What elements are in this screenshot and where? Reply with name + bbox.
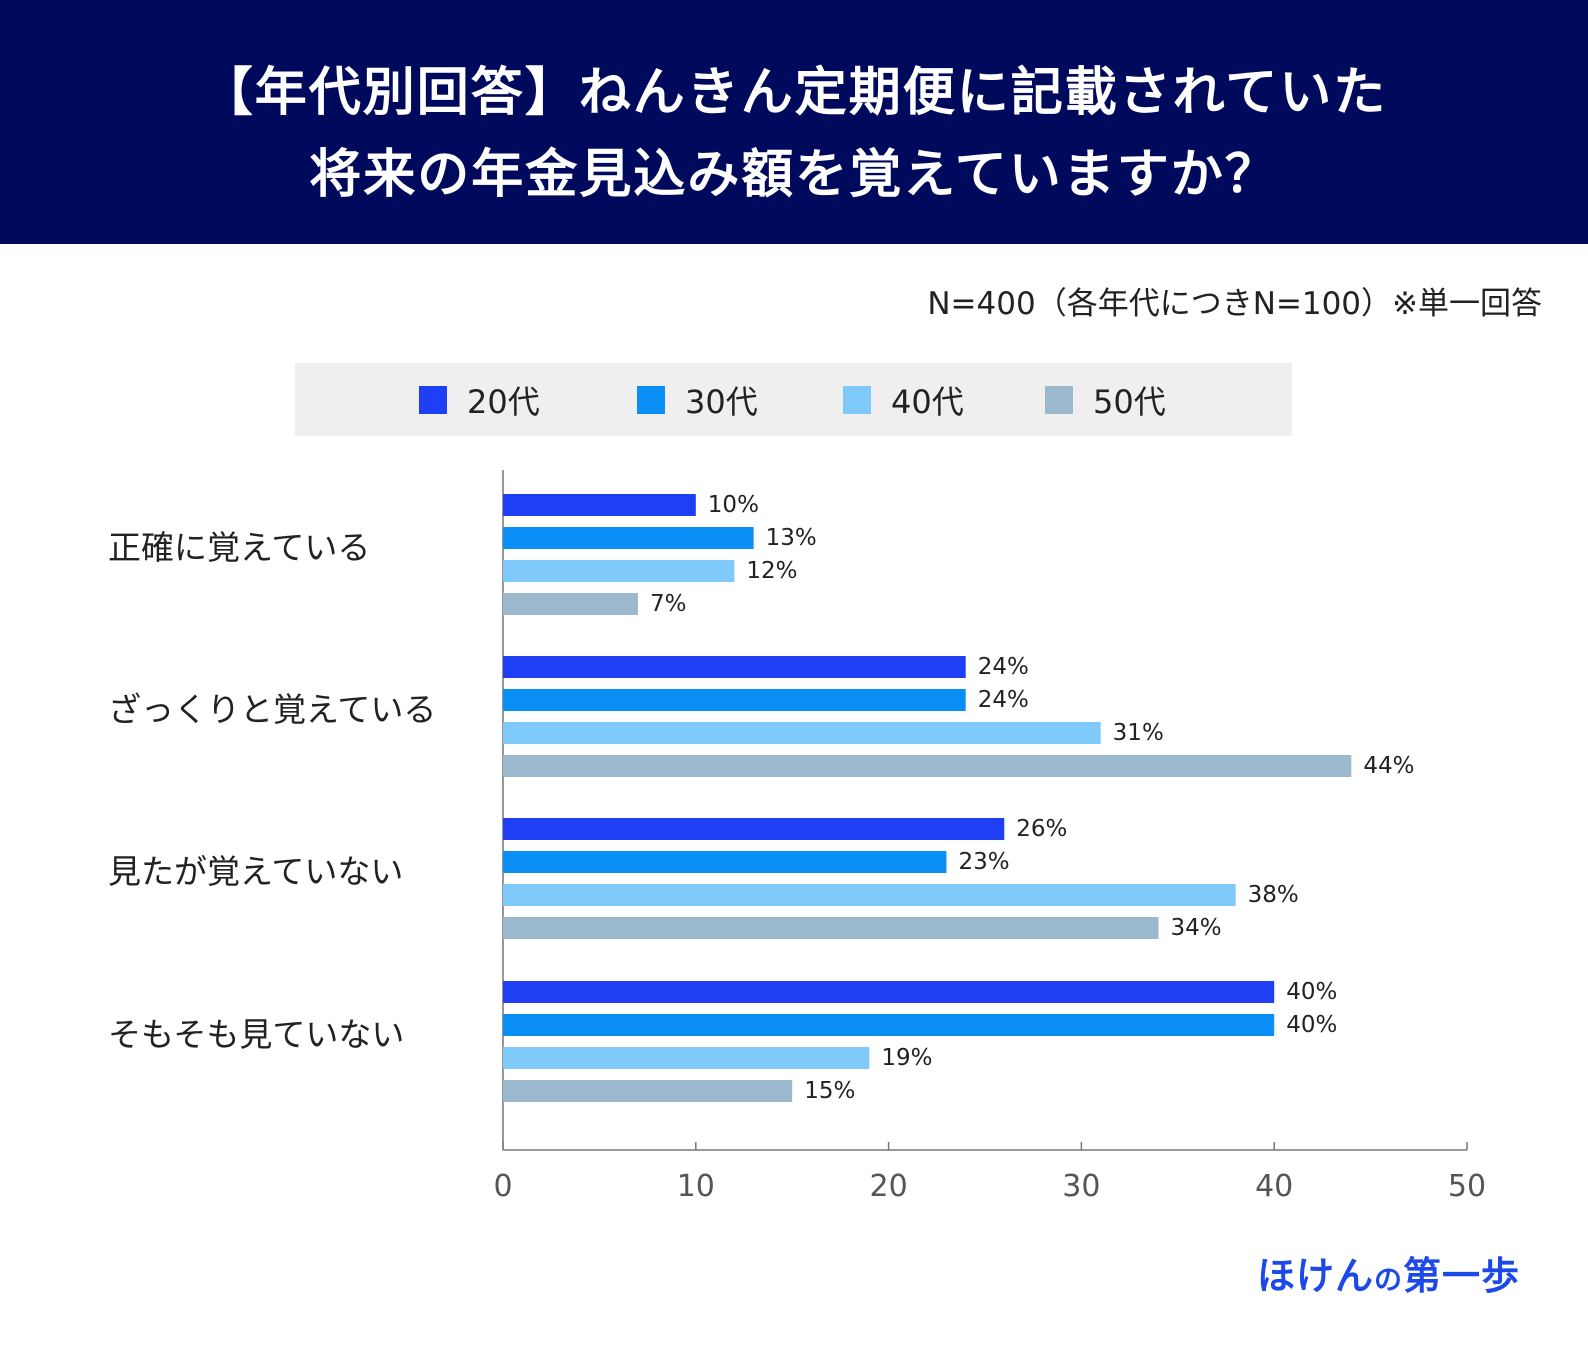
- brand-small: の: [1373, 1263, 1403, 1296]
- bar-c2-s1: [503, 851, 947, 873]
- brand-logo: ほけんの第一歩: [1257, 1245, 1520, 1300]
- title-line-2: 将来の年金見込み額を覚えていますか？: [309, 145, 1279, 205]
- value-label-c1-s2: 31%: [1113, 720, 1164, 746]
- chart-legend: 20代 30代 40代 50代: [295, 363, 1292, 436]
- legend-swatch-40s: [843, 385, 871, 414]
- legend-item-50s: 50代: [1045, 363, 1166, 436]
- bar-c1-s2: [503, 722, 1101, 744]
- bar-c2-s2: [503, 884, 1236, 906]
- value-label-c2-s3: 34%: [1171, 915, 1222, 941]
- category-label-3: そもそも見ていない: [108, 1015, 404, 1054]
- bar-c2-s0: [503, 818, 1005, 840]
- brand-tail: 第一歩: [1402, 1254, 1520, 1298]
- legend-item-40s: 40代: [843, 363, 964, 436]
- value-label-c3-s0: 40%: [1286, 979, 1337, 1005]
- bar-c1-s3: [503, 755, 1352, 777]
- legend-swatch-50s: [1045, 385, 1073, 414]
- x-tick-label-0: 0: [493, 1169, 512, 1204]
- x-tick-label-50: 50: [1448, 1169, 1486, 1204]
- category-label-1: ざっくりと覚えている: [108, 690, 436, 729]
- header-banner: 【年代別回答】ねんきん定期便に記載されていた 将来の年金見込み額を覚えていますか…: [0, 0, 1588, 244]
- legend-swatch-30s: [637, 385, 665, 414]
- sample-size-note: N=400（各年代につきN=100）※単一回答: [927, 286, 1542, 322]
- bar-c0-s3: [503, 593, 638, 615]
- legend-label-20s: 20代: [467, 382, 540, 421]
- value-label-c3-s1: 40%: [1286, 1012, 1337, 1038]
- legend-item-20s: 20代: [419, 363, 540, 436]
- value-label-c2-s1: 23%: [958, 849, 1009, 875]
- bar-c0-s0: [503, 494, 696, 516]
- legend-label-30s: 30代: [685, 382, 758, 421]
- legend-swatch-20s: [419, 385, 447, 414]
- legend-item-30s: 30代: [637, 363, 758, 436]
- bar-c3-s2: [503, 1047, 870, 1069]
- bar-c3-s1: [503, 1014, 1275, 1036]
- category-label-0: 正確に覚えている: [108, 528, 370, 567]
- value-label-c0-s0: 10%: [708, 492, 759, 518]
- bar-c3-s0: [503, 981, 1275, 1003]
- value-label-c1-s0: 24%: [978, 654, 1029, 680]
- bar-c3-s3: [503, 1080, 793, 1102]
- legend-label-50s: 50代: [1093, 382, 1166, 421]
- bar-c1-s1: [503, 689, 966, 711]
- value-label-c0-s1: 13%: [766, 525, 817, 551]
- value-label-c0-s2: 12%: [746, 558, 797, 584]
- brand-main: ほけん: [1256, 1254, 1374, 1298]
- value-label-c3-s3: 15%: [804, 1078, 855, 1104]
- bar-c0-s1: [503, 527, 754, 549]
- bar-c1-s0: [503, 656, 966, 678]
- x-tick-label-20: 20: [870, 1169, 908, 1204]
- x-tick-label-30: 30: [1062, 1169, 1100, 1204]
- legend-label-40s: 40代: [891, 382, 964, 421]
- value-label-c1-s1: 24%: [978, 687, 1029, 713]
- bar-c2-s3: [503, 917, 1159, 939]
- value-label-c0-s3: 7%: [650, 591, 687, 617]
- value-label-c2-s2: 38%: [1248, 882, 1299, 908]
- x-tick-label-40: 40: [1255, 1169, 1293, 1204]
- bar-chart: 0 10 20 30 40 50 正確に覚えている 10% 13% 12% 7% ざっくりと覚えている…: [108, 470, 1486, 1204]
- x-tick-label-10: 10: [677, 1169, 715, 1204]
- title-line-1: 【年代別回答】ねんきん定期便に記載されていた: [200, 63, 1388, 123]
- value-label-c1-s3: 44%: [1363, 753, 1414, 779]
- value-label-c3-s2: 19%: [881, 1045, 932, 1071]
- category-label-2: 見たが覚えていない: [108, 852, 403, 891]
- bar-c0-s2: [503, 560, 735, 582]
- value-label-c2-s0: 26%: [1016, 816, 1067, 842]
